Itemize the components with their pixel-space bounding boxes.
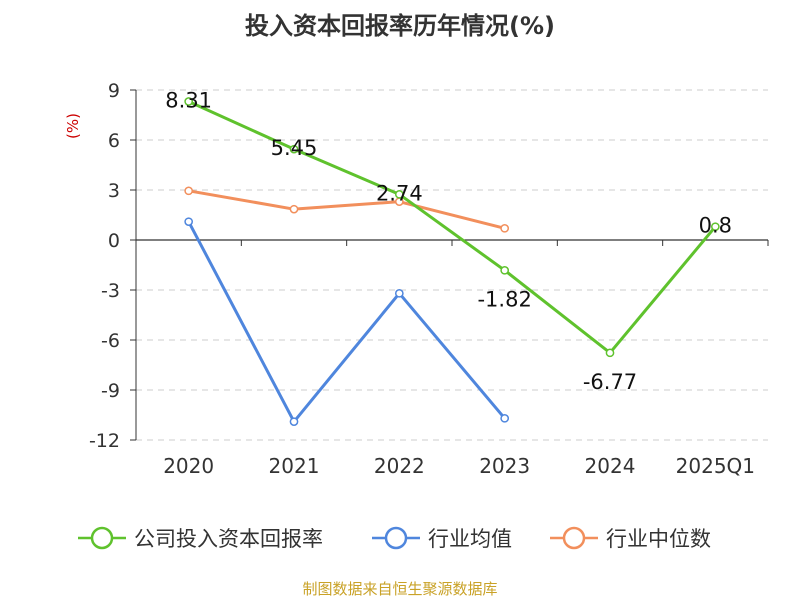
legend-label: 公司投入资本回报率 [134, 527, 323, 551]
y-tick-label: -6 [101, 330, 120, 352]
grid-lines [136, 89, 768, 441]
series-line [188, 100, 717, 355]
series-point [500, 413, 510, 423]
series-point [289, 144, 299, 154]
series-point [184, 217, 194, 227]
series-point [394, 288, 404, 298]
x-tick-label: 2021 [269, 454, 320, 478]
data-label: 2.74 [376, 181, 423, 205]
series-lines [184, 97, 720, 427]
axes: 9 6 3 0 -3 -6 -9 -12 2020 2021 2022 2023 2024 2025Q1 [89, 80, 769, 478]
data-label: 5.45 [271, 136, 318, 160]
series-point [500, 223, 510, 233]
y-tick-label: 9 [108, 80, 120, 102]
series-point [605, 348, 615, 358]
series-point [500, 265, 510, 275]
data-label: 8.31 [165, 89, 212, 113]
data-label: 0.8 [699, 214, 732, 238]
y-tick-label: 3 [108, 180, 120, 202]
legend-label: 行业均值 [428, 527, 512, 551]
y-axis-unit-label: (%) [64, 113, 82, 139]
y-tick-label: 6 [108, 130, 120, 152]
data-label: -1.82 [477, 287, 531, 311]
series-point [710, 222, 720, 232]
series-point [184, 97, 194, 106]
data-labels: 8.31 5.45 2.74 -1.82 -6.77 0.8 [165, 89, 732, 394]
x-tick-label: 2020 [163, 454, 214, 478]
legend-marker-icon [384, 526, 408, 550]
y-tick-label: -9 [101, 380, 120, 402]
series-point [289, 204, 299, 214]
y-tick-label: 0 [108, 230, 120, 252]
x-tick-label: 2023 [479, 454, 530, 478]
series-line [187, 220, 506, 424]
chart-title: 投入资本回报率历年情况(%) [245, 12, 555, 40]
data-label: -6.77 [583, 370, 637, 394]
legend: 公司投入资本回报率 行业均值 行业中位数 [78, 526, 711, 551]
x-tick-label: 2025Q1 [676, 454, 755, 478]
legend-marker-icon [90, 526, 114, 550]
series-point [184, 186, 194, 196]
series-point [394, 189, 404, 199]
series-line [188, 189, 506, 230]
legend-marker-icon [562, 526, 586, 550]
legend-label: 行业中位数 [606, 527, 711, 551]
x-tick-label: 2022 [374, 454, 425, 478]
x-tick-label: 2024 [585, 454, 636, 478]
y-tick-label: -12 [89, 430, 120, 452]
data-source-note: 制图数据来自恒生聚源数据库 [302, 580, 498, 598]
series-point [289, 417, 299, 427]
y-tick-label: -3 [101, 280, 120, 302]
